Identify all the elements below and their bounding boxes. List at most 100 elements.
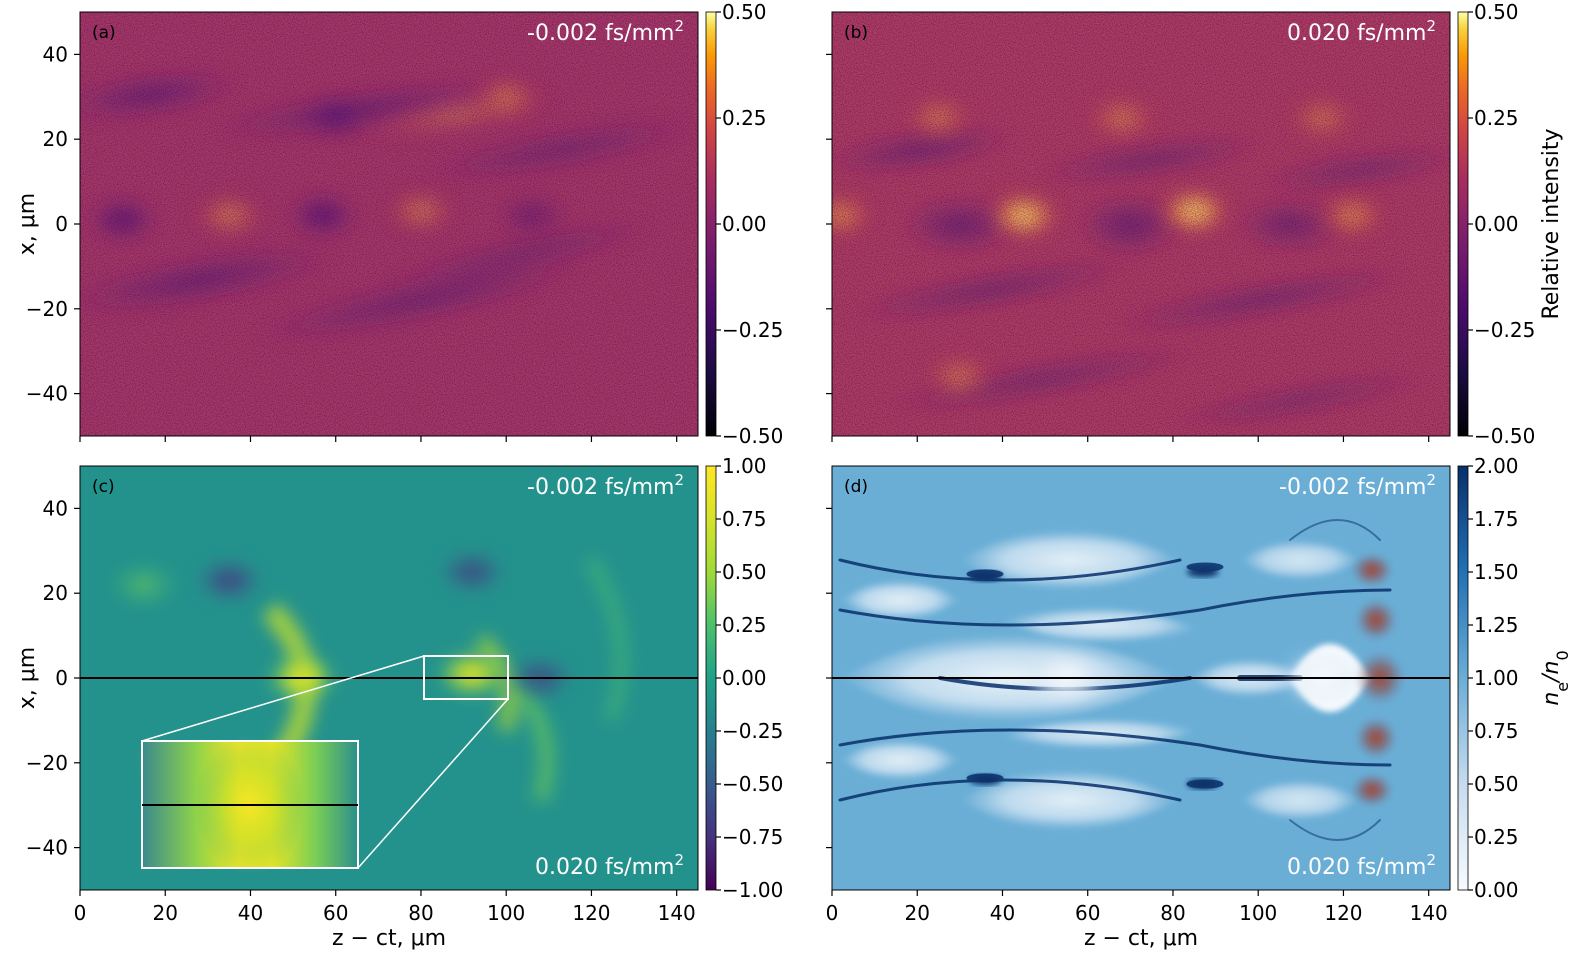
colorbar-tick-label: −1.00 — [722, 878, 783, 902]
panel-c-annotation-top: -0.002 fs/mm2 — [527, 471, 684, 500]
colorbar-tick-label: 0.25 — [1474, 825, 1519, 849]
y-tick-label: −40 — [26, 382, 68, 406]
x-axis-label-c: z − ct, μm — [332, 926, 446, 951]
colorbar-tick-label: 1.50 — [1474, 560, 1519, 584]
panel-d-annotation-bottom: 0.020 fs/mm2 — [1287, 851, 1436, 880]
panel-b-annotation: 0.020 fs/mm2 — [1287, 17, 1436, 46]
colorbar-tick-label: 0.50 — [1474, 0, 1519, 24]
feature-blob — [1186, 779, 1219, 789]
y-tick-label: 20 — [43, 127, 68, 151]
panel-d-label: (d) — [844, 477, 868, 497]
colorbar-tick-label: 1.00 — [1474, 666, 1519, 690]
panel-a-dispersion: -0.002 fs/mm2 — [527, 17, 684, 46]
feature-blob — [107, 560, 180, 609]
panel-a: (a) -0.002 fs/mm2 — [79, 11, 699, 437]
panel-c-heatmap — [80, 466, 698, 890]
colorbar-tick-label: −0.25 — [1474, 318, 1535, 342]
feature-blob — [436, 548, 509, 596]
colorbar-tick-label: −0.75 — [722, 825, 783, 849]
panel-d-annotation-top: -0.002 fs/mm2 — [1279, 471, 1436, 500]
colorbar-d-label-part: 0 — [1553, 650, 1572, 660]
panel-b-label: (b) — [844, 23, 868, 43]
colorbar-tick-label: 0.50 — [1474, 772, 1519, 796]
colorbar-tick-label: −0.50 — [722, 424, 783, 448]
colorbar-b: Relative intensity — [1457, 11, 1564, 437]
colorbar-tick-label: 1.00 — [722, 454, 767, 478]
x-tick-label: 140 — [1410, 901, 1448, 925]
colorbar-tick-label: −0.50 — [1474, 424, 1535, 448]
feature-blob — [1186, 567, 1219, 577]
colorbar-tick-label: 0.75 — [722, 507, 767, 531]
colorbar-tick-label: 1.75 — [1474, 507, 1519, 531]
colorbar-tick-label: 0.00 — [1474, 212, 1519, 236]
y-tick-label: 40 — [43, 42, 68, 66]
x-axis-label-d: z − ct, μm — [1084, 926, 1198, 951]
colorbar-d-label-part: n — [1539, 692, 1564, 706]
colorbar-tick-label: 0.00 — [722, 666, 767, 690]
panel-b: (b) 0.020 fs/mm2 — [831, 11, 1451, 437]
panel-a-heatmap — [80, 12, 698, 436]
y-tick-label: 0 — [55, 666, 68, 690]
x-tick-label: 80 — [408, 901, 433, 925]
panel-b-heatmap — [832, 12, 1450, 436]
y-axis-label-bottom: x, μm — [15, 647, 40, 709]
superscript-2: 2 — [1426, 851, 1436, 869]
y-tick-label: −20 — [26, 297, 68, 321]
x-tick-label: 20 — [905, 901, 930, 925]
colorbar-tick-label: −0.25 — [722, 719, 783, 743]
y-tick-label: −20 — [26, 751, 68, 775]
x-tick-label: 100 — [487, 901, 525, 925]
colorbar-tick-label: 0.25 — [722, 106, 767, 130]
colorbar-tick-label: 0.25 — [722, 613, 767, 637]
y-tick-label: 0 — [55, 212, 68, 236]
feature-blob — [969, 774, 1002, 785]
colorbar-a — [705, 11, 717, 437]
x-tick-label: 60 — [1075, 901, 1100, 925]
panel-b-dispersion: 0.020 fs/mm2 — [1287, 17, 1436, 46]
colorbar-d-label-text: ne/n0 — [1539, 650, 1572, 705]
x-tick-label: 0 — [826, 901, 839, 925]
x-tick-label: 40 — [990, 901, 1015, 925]
colorbar-tick-label: 0.25 — [1474, 106, 1519, 130]
colorbar-tick-label: 1.25 — [1474, 613, 1519, 637]
tick-layer: 40200−20−400.500.250.00−0.25−0.500.500.2… — [26, 0, 1536, 925]
y-tick-label: 20 — [43, 581, 68, 605]
panel-d: (d) -0.002 fs/mm2 0.020 fs/mm2 — [831, 465, 1451, 891]
colorbar-tick-label: 0.00 — [1474, 878, 1519, 902]
x-tick-label: 80 — [1160, 901, 1185, 925]
x-tick-label: 40 — [238, 901, 263, 925]
colorbar-tick-label: 2.00 — [1474, 454, 1519, 478]
y-tick-label: −40 — [26, 836, 68, 860]
colorbar-tick-label: −0.25 — [722, 318, 783, 342]
x-tick-label: 20 — [153, 901, 178, 925]
superscript-2: 2 — [674, 851, 684, 869]
superscript-2: 2 — [674, 471, 684, 489]
colorbar-d-label: ne/n0 — [1539, 650, 1572, 705]
colorbar-tick-label: 0.50 — [722, 0, 767, 24]
y-tick-label: 40 — [43, 496, 68, 520]
colorbar-tick-label: 0.00 — [722, 212, 767, 236]
x-tick-label: 100 — [1239, 901, 1277, 925]
panel-c-annotation-bottom: 0.020 fs/mm2 — [535, 851, 684, 880]
panel-d-heatmap — [832, 466, 1450, 890]
x-tick-label: 120 — [572, 901, 610, 925]
panel-a-annotation: -0.002 fs/mm2 — [527, 17, 684, 46]
colorbar-d: ne/n0 — [1457, 465, 1572, 891]
colorbar-c — [705, 465, 717, 891]
colorbar-d-label-part: e — [1553, 682, 1572, 692]
feature-blob — [969, 571, 1002, 582]
superscript-2: 2 — [1426, 471, 1436, 489]
x-tick-label: 0 — [74, 901, 87, 925]
colorbar-tick-label: −0.50 — [722, 772, 783, 796]
x-tick-label: 60 — [323, 901, 348, 925]
feature-blob — [193, 556, 266, 605]
x-tick-label: 140 — [658, 901, 696, 925]
panel-c: (c) -0.002 fs/mm2 0.020 fs/mm2 — [79, 465, 699, 891]
feature-blob — [436, 649, 509, 698]
colorbar-tick-label: 0.50 — [722, 560, 767, 584]
superscript-2: 2 — [1426, 17, 1436, 35]
superscript-2: 2 — [674, 17, 684, 35]
x-tick-label: 120 — [1324, 901, 1362, 925]
colorbar-b-label: Relative intensity — [1539, 128, 1564, 319]
